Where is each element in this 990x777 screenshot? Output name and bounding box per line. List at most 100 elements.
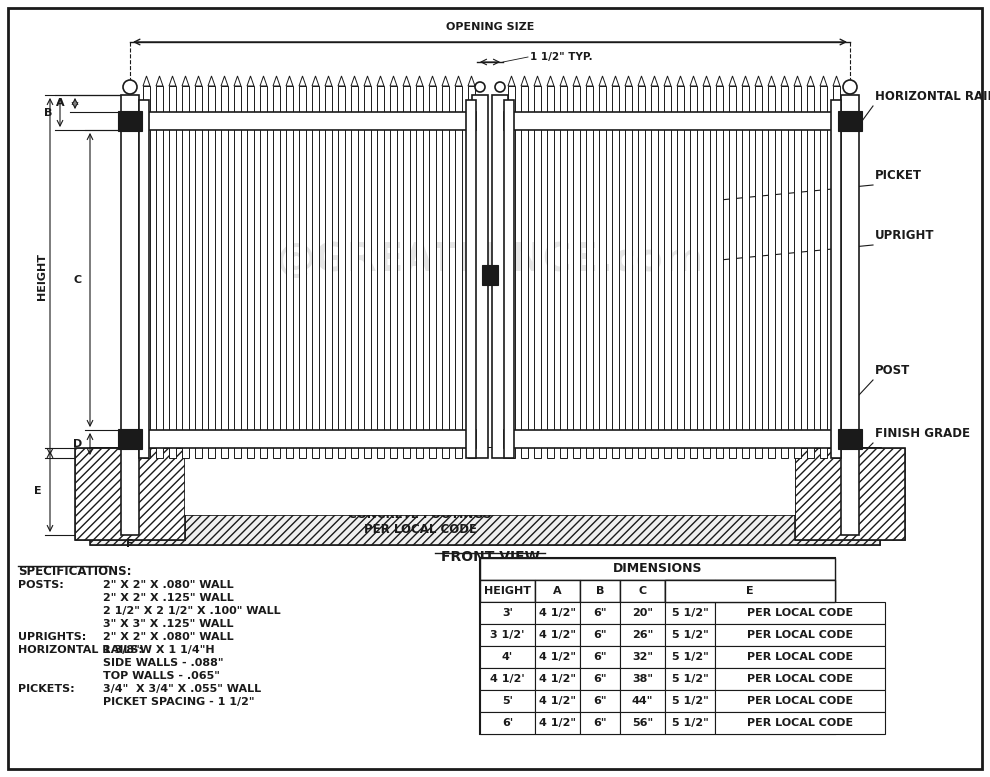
Bar [665,646,715,668]
Text: @GREATFENCE.com: @GREATFENCE.com [276,241,704,279]
Bar [139,430,476,448]
Bar [208,86,215,458]
Bar [535,690,580,712]
Bar [651,86,658,458]
Bar [534,86,541,458]
Bar [480,624,535,646]
Bar [504,100,514,458]
Polygon shape [677,76,684,86]
Bar [580,624,620,646]
Bar [573,86,580,458]
Polygon shape [599,76,606,86]
Text: 3': 3' [502,608,513,618]
Bar [75,448,185,540]
Polygon shape [755,76,762,86]
Bar [620,690,665,712]
Polygon shape [768,76,775,86]
Bar [820,86,827,458]
Bar [325,86,332,458]
Text: DIMENSIONS: DIMENSIONS [613,563,702,576]
Bar [480,558,835,734]
Bar [831,100,841,458]
Bar [416,86,423,458]
Bar [390,86,397,458]
Polygon shape [807,76,814,86]
Text: FINISH GRADE: FINISH GRADE [875,427,970,440]
Bar [625,86,632,458]
Bar [715,602,885,624]
Polygon shape [455,76,462,86]
Text: 5': 5' [502,696,513,706]
Bar [715,580,835,602]
Bar [620,602,665,624]
Polygon shape [260,76,267,86]
Bar [833,86,840,458]
Bar [794,86,801,458]
Text: E: E [771,586,779,596]
Bar [185,448,795,515]
Text: 4 1/2": 4 1/2" [539,674,576,684]
Polygon shape [638,76,645,86]
Polygon shape [690,76,697,86]
Text: 6": 6" [593,652,607,662]
Text: 2 1/2" X 2 1/2" X .100" WALL: 2 1/2" X 2 1/2" X .100" WALL [103,606,280,616]
Polygon shape [547,76,554,86]
Bar [620,580,665,602]
Bar [195,86,202,458]
Text: D: D [685,586,695,596]
Polygon shape [468,76,475,86]
Text: 6": 6" [593,608,607,618]
Text: 32": 32" [632,652,653,662]
Bar [665,580,715,602]
Polygon shape [573,76,580,86]
Text: PER LOCAL CODE: PER LOCAL CODE [746,630,853,640]
Polygon shape [794,76,801,86]
Text: 5 1/2": 5 1/2" [671,718,709,728]
Bar [247,86,254,458]
Text: C: C [639,586,646,596]
Bar [716,86,723,458]
Bar [665,712,715,734]
Bar [508,86,515,458]
Bar [665,690,715,712]
Bar [121,95,139,535]
Bar [535,712,580,734]
Text: 5 1/2": 5 1/2" [671,630,709,640]
Text: UPRIGHTS:: UPRIGHTS: [18,632,86,642]
Text: 6": 6" [593,630,607,640]
Text: 5 1/2": 5 1/2" [671,652,709,662]
Polygon shape [560,76,567,86]
Text: 4 1/2': 4 1/2' [490,674,525,684]
Polygon shape [416,76,423,86]
Bar [841,95,859,535]
Text: PER LOCAL CODE: PER LOCAL CODE [746,608,853,618]
Bar [795,448,905,540]
Text: A: A [56,99,65,109]
Bar [580,712,620,734]
Bar [364,86,371,458]
Bar [620,712,665,734]
Bar [838,429,862,449]
Polygon shape [221,76,228,86]
Text: 3/4"  X 3/4" X .055" WALL: 3/4" X 3/4" X .055" WALL [103,684,261,694]
Bar [742,86,749,458]
Bar [703,86,710,458]
Bar [480,646,535,668]
Text: 2" X 2" X .080" WALL: 2" X 2" X .080" WALL [103,580,234,590]
Bar [377,86,384,458]
Polygon shape [664,76,671,86]
Polygon shape [729,76,736,86]
Polygon shape [273,76,280,86]
Bar [729,86,736,458]
Text: 4 1/2": 4 1/2" [539,630,576,640]
Text: PER LOCAL CODE: PER LOCAL CODE [746,718,853,728]
Text: POST: POST [875,364,910,377]
Text: 38": 38" [632,674,653,684]
Polygon shape [143,76,150,86]
Bar [442,86,449,458]
Bar [535,624,580,646]
Bar [665,668,715,690]
Bar [468,86,475,458]
Text: 56": 56" [632,718,653,728]
Polygon shape [703,76,710,86]
